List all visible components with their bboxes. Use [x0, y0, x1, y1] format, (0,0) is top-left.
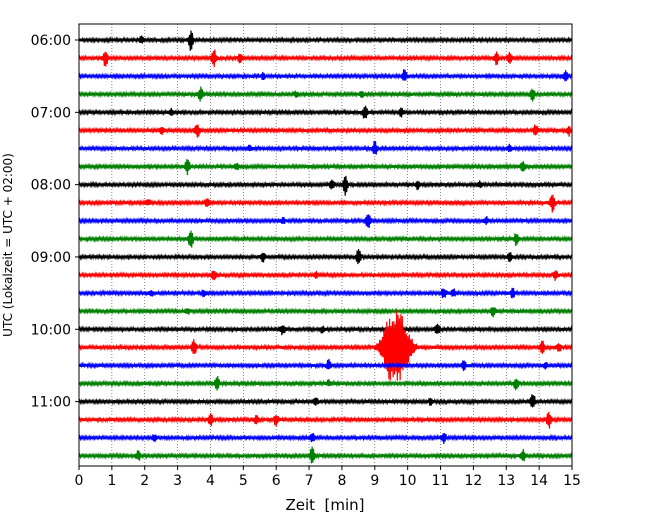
trace-line-19: [78, 376, 573, 391]
trace-line-13: [78, 270, 573, 281]
trace-line-15: [78, 307, 573, 318]
trace-line-22: [78, 433, 573, 445]
trace-line-0: [78, 30, 573, 51]
x-tick-label-13: 13: [497, 473, 515, 489]
trace-line-14: [78, 287, 573, 299]
trace-line-4: [78, 105, 573, 119]
trace-line-5: [78, 124, 573, 138]
trace-line-23: [78, 446, 573, 464]
x-tick-label-0: 0: [75, 473, 84, 489]
x-tick-label-4: 4: [206, 473, 215, 489]
trace-layer: [78, 30, 573, 464]
x-tick-label-3: 3: [173, 473, 182, 489]
x-tick-label-7: 7: [305, 473, 314, 489]
x-tick-label-8: 8: [337, 473, 346, 489]
trace-line-12: [78, 249, 573, 265]
trace-line-7: [78, 159, 573, 176]
trace-line-6: [78, 140, 573, 155]
x-tick-label-5: 5: [239, 473, 248, 489]
x-tick-label-2: 2: [140, 473, 149, 489]
x-tick-label-15: 15: [563, 473, 581, 489]
trace-line-20: [78, 394, 573, 408]
y-tick-label-2: 08:00: [31, 178, 71, 194]
plot-frame: [78, 23, 573, 467]
trace-line-11: [78, 230, 573, 248]
x-tick-label-1: 1: [107, 473, 116, 489]
trace-line-3: [78, 86, 573, 102]
x-tick-label-10: 10: [399, 473, 417, 489]
x-tick-label-9: 9: [370, 473, 379, 489]
x-tick-label-12: 12: [464, 473, 482, 489]
y-tick-label-4: 10:00: [31, 322, 71, 338]
y-tick-label-1: 07:00: [31, 105, 71, 121]
trace-line-17: [78, 310, 573, 381]
trace-line-21: [78, 411, 573, 429]
y-axis: 06:00 07:00 08:00 09:00 10:00 11:00: [31, 33, 79, 411]
y-tick-label-3: 09:00: [31, 250, 71, 266]
x-axis: 0 1 2 3 4 5 6 7 8 9 10 11 12 13 14 15: [75, 466, 581, 489]
trace-line-9: [78, 194, 573, 213]
x-tick-label-11: 11: [432, 473, 450, 489]
trace-line-8: [78, 175, 573, 196]
x-tick-label-14: 14: [530, 473, 548, 489]
x-tick-label-6: 6: [272, 473, 281, 489]
x-gridlines: [111, 24, 540, 466]
trace-line-18: [78, 358, 573, 372]
x-axis-label: Zeit [min]: [285, 496, 364, 514]
y-tick-label-5: 11:00: [31, 395, 71, 411]
trace-line-16: [78, 323, 573, 336]
trace-line-10: [78, 214, 573, 228]
trace-line-2: [78, 69, 573, 82]
y-tick-label-0: 06:00: [31, 33, 71, 49]
y-axis-label: UTC (Lokalzeit = UTC + 02:00): [1, 153, 15, 337]
trace-line-1: [78, 49, 573, 68]
